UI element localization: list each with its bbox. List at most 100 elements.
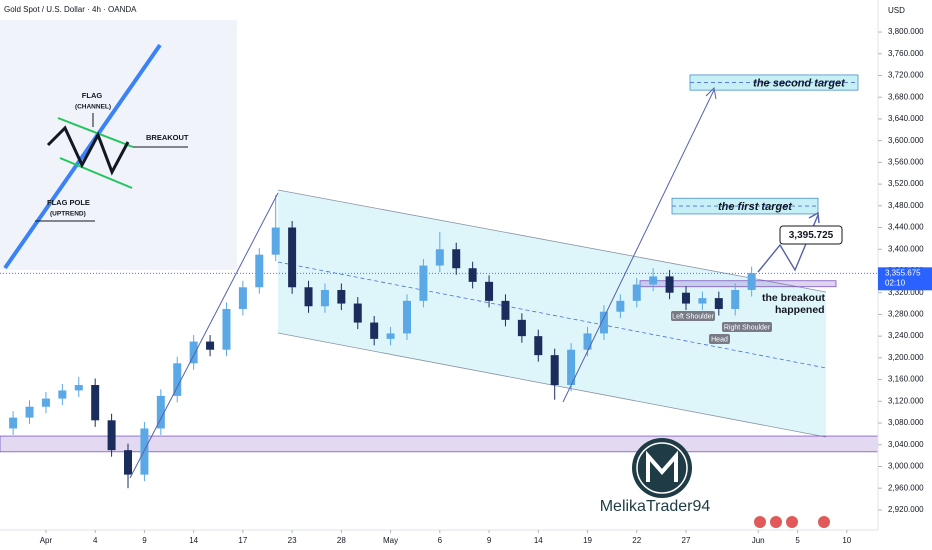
candle-body xyxy=(140,428,149,475)
y-tick-label: 3,600.000 xyxy=(888,136,924,145)
x-tick-label: 9 xyxy=(487,536,492,545)
x-tick-label: 14 xyxy=(534,536,543,545)
candle-body xyxy=(468,268,477,282)
inset-pole xyxy=(3,43,162,270)
inset-channel xyxy=(57,117,134,148)
inset-panel xyxy=(0,20,237,270)
countdown: 02:10 xyxy=(885,278,906,287)
arrow-head xyxy=(705,86,717,100)
arrow-head xyxy=(808,211,820,224)
x-tick-label: 9 xyxy=(142,536,147,545)
channel-area xyxy=(278,190,826,437)
pattern-label: Head xyxy=(711,336,728,343)
candle-body xyxy=(681,292,690,304)
x-tick-label: Apr xyxy=(40,536,53,545)
candle-body xyxy=(74,385,83,391)
x-tick-label: 10 xyxy=(842,536,851,545)
inset-label: FLAG xyxy=(82,91,103,100)
candle-body xyxy=(534,336,543,356)
x-tick-label: Jun xyxy=(752,536,765,545)
event-icon xyxy=(754,516,766,528)
candle-body xyxy=(41,398,50,407)
x-tick-label: 5 xyxy=(795,536,800,545)
price-tag-label: 3,355.675 xyxy=(885,268,921,277)
y-tick-label: 3,240.000 xyxy=(888,331,924,340)
y-tick-label: 3,080.000 xyxy=(888,418,924,427)
annotations-layer: 3,395.725 the breakout happened Left Sho… xyxy=(3,43,843,528)
x-tick-label: 14 xyxy=(189,536,198,545)
pattern-label-bg xyxy=(671,311,715,321)
target-label: the first target xyxy=(718,201,793,213)
candle-body xyxy=(632,284,641,301)
channel-mid xyxy=(277,261,827,369)
candle-body xyxy=(370,322,379,339)
candle-body xyxy=(320,289,329,307)
background-layer xyxy=(0,20,827,438)
candle-body xyxy=(386,333,395,339)
y-tick-label: 3,560.000 xyxy=(888,157,924,166)
candle-body xyxy=(91,385,100,421)
candle-body xyxy=(156,395,165,429)
x-tick-label: 17 xyxy=(238,536,247,545)
channel-top xyxy=(277,189,827,293)
event-icon xyxy=(818,516,830,528)
y-tick-label: 3,160.000 xyxy=(888,375,924,384)
candle-body xyxy=(288,227,297,288)
author: MelikaTrader94 xyxy=(600,498,711,515)
candle-body xyxy=(599,311,608,334)
candle-body xyxy=(550,355,559,386)
candle-body xyxy=(649,276,658,285)
candle-body xyxy=(452,249,461,269)
candle-body xyxy=(255,254,264,288)
inset-label: (UPTREND) xyxy=(50,211,86,218)
candle-body xyxy=(435,249,444,266)
x-tick-label: 27 xyxy=(682,536,691,545)
logo-ring xyxy=(636,442,688,494)
target-label: the second target xyxy=(753,77,846,89)
x-tick-label: May xyxy=(383,536,398,545)
candle-body xyxy=(173,363,182,396)
target-arrow xyxy=(562,89,715,403)
y-tick-label: 3,680.000 xyxy=(888,92,924,101)
breakout-zone xyxy=(639,280,837,288)
candle-body xyxy=(485,281,494,301)
candle-body xyxy=(567,349,576,386)
candle-body xyxy=(304,287,313,307)
candle-body xyxy=(222,308,231,350)
inset-label: FLAG POLE xyxy=(47,198,90,207)
candle-body xyxy=(58,390,67,399)
x-tick-label: 28 xyxy=(337,536,346,545)
x-tick-label: 23 xyxy=(288,536,297,545)
inset-channel xyxy=(59,157,133,189)
candle-body xyxy=(238,287,247,309)
candle-body xyxy=(714,298,723,309)
price-tag xyxy=(878,267,932,291)
logo-m xyxy=(646,450,678,482)
candle-body xyxy=(747,273,756,290)
y-tick-label: 3,760.000 xyxy=(888,49,924,58)
y-tick-label: 2,920.000 xyxy=(888,505,924,514)
x-tick-label: 6 xyxy=(438,536,443,545)
x-tick-label: 19 xyxy=(583,536,592,545)
y-tick-label: 3,520.000 xyxy=(888,179,924,188)
y-tick-label: 3,480.000 xyxy=(888,201,924,210)
candle-body xyxy=(501,300,510,320)
event-icons xyxy=(754,516,830,528)
x-tick-label: 22 xyxy=(632,536,641,545)
currency: USD xyxy=(888,6,905,15)
inset-label: (CHANNEL) xyxy=(75,104,111,111)
candle-body xyxy=(25,406,34,418)
x-tick-label: 4 xyxy=(93,536,98,545)
support-zone xyxy=(0,435,879,453)
breakout-note: the breakout xyxy=(762,292,826,304)
y-tick-label: 3,120.000 xyxy=(888,396,924,405)
y-tick-label: 3,400.000 xyxy=(888,244,924,253)
y-tick-label: 3,200.000 xyxy=(888,353,924,362)
candle-body xyxy=(189,341,198,364)
event-icon xyxy=(770,516,782,528)
candle-body xyxy=(107,420,116,451)
y-tick-label: 3,280.000 xyxy=(888,310,924,319)
event-icon xyxy=(786,516,798,528)
candle-body xyxy=(665,276,674,293)
callout-box xyxy=(779,225,843,245)
